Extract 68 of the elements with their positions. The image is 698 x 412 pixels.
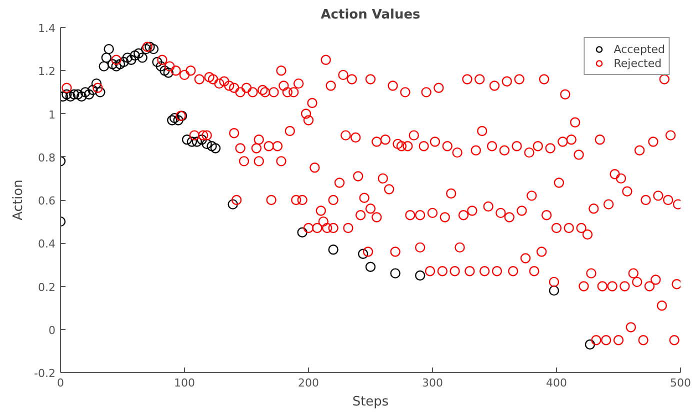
y-tick-label: 1.4: [38, 22, 56, 35]
point: [72, 89, 83, 100]
point: [98, 61, 109, 72]
point: [134, 48, 144, 58]
point: [169, 112, 180, 124]
point: [130, 50, 140, 61]
point: [140, 44, 152, 54]
point: [76, 91, 87, 102]
y-tick-label: 1: [48, 108, 56, 122]
point: [88, 84, 98, 96]
point: [69, 89, 80, 100]
point: [584, 339, 596, 350]
point: [114, 59, 126, 70]
point: [126, 54, 136, 65]
point: [137, 52, 148, 63]
point: [163, 68, 174, 78]
x-tick-label: 300: [422, 376, 443, 390]
x-tick-label: 200: [298, 376, 319, 390]
point: [548, 285, 560, 296]
y-tick-label: 1.2: [38, 65, 56, 78]
point: [104, 44, 114, 54]
point: [107, 59, 118, 70]
point: [101, 52, 112, 63]
x-tick-label: 500: [670, 376, 691, 390]
y-tick-label: 0.4: [38, 238, 56, 251]
point: [186, 136, 198, 147]
point: [111, 61, 122, 72]
point: [167, 115, 178, 126]
x-tick-label: 400: [546, 376, 567, 390]
point: [160, 66, 170, 76]
point: [210, 143, 221, 154]
x-tick-label: 0: [57, 376, 64, 390]
point: [365, 262, 376, 272]
y-tick-label: 0.2: [38, 280, 56, 294]
point: [95, 87, 106, 98]
point: [390, 268, 400, 278]
legend-label: Rejected: [614, 56, 662, 70]
point: [182, 134, 192, 145]
x-tick-label: 100: [174, 376, 195, 390]
point: [65, 91, 76, 102]
point: [152, 56, 162, 68]
point: [118, 56, 129, 68]
point: [358, 248, 368, 259]
point: [62, 89, 72, 100]
point: [122, 52, 133, 63]
point: [156, 61, 166, 72]
point: [80, 87, 90, 98]
point: [196, 134, 207, 145]
point: [228, 199, 238, 210]
chart-title: Action Values: [320, 8, 421, 22]
point: [148, 44, 159, 54]
point: [206, 141, 217, 152]
y-tick-label: 0.8: [38, 151, 56, 164]
y-axis-title: Action: [11, 180, 26, 220]
point: [144, 42, 155, 52]
y-tick-label: 0: [48, 324, 56, 337]
point: [328, 244, 338, 255]
x-axis-title: Steps: [352, 394, 389, 410]
point: [84, 89, 94, 100]
y-tick-label: -0.2: [34, 367, 56, 380]
y-tick-label: 0.6: [38, 194, 56, 208]
legend-label: Accepted: [614, 42, 665, 56]
point: [202, 138, 212, 150]
point: [415, 270, 426, 281]
point: [91, 78, 102, 89]
point: [173, 115, 184, 126]
point: [297, 227, 308, 238]
point: [192, 136, 202, 147]
